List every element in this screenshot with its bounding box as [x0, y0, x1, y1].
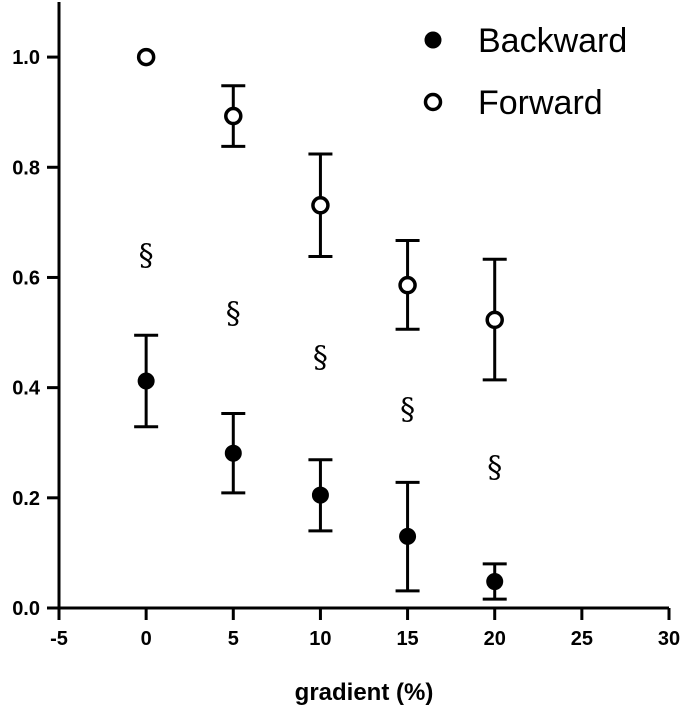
legend-label-forward: Forward	[478, 84, 603, 122]
significance-mark: §	[139, 238, 154, 273]
axes: -5 0 5 10 15 20 25 30 0.0 0.2 0.4 0.6 0.8 1.0	[12, 2, 680, 650]
legend-marker-forward	[423, 92, 443, 112]
data-point-forward	[398, 275, 417, 295]
significance-mark: §	[400, 393, 415, 428]
series-backward	[134, 333, 507, 601]
data-point-forward	[224, 106, 243, 126]
series-layer	[134, 47, 507, 601]
series-forward	[136, 47, 507, 382]
significance-mark: §	[226, 296, 241, 331]
x-tick-label: 30	[658, 628, 680, 650]
significance-mark: §	[313, 340, 328, 375]
y-tick-label: 0.2	[12, 488, 40, 510]
y-tick-label: 0.6	[12, 267, 40, 289]
x-tick-label: 25	[571, 628, 593, 650]
data-point-backward	[224, 444, 242, 462]
legend-marker-backward	[424, 31, 442, 49]
data-point-backward	[311, 486, 329, 504]
x-axis-title: gradient (%)	[295, 679, 434, 706]
data-point-backward	[486, 573, 504, 591]
data-point-backward	[137, 372, 155, 390]
significance-mark: §	[487, 451, 502, 486]
y-tick-label: 0.8	[12, 157, 40, 179]
legend: Backward Forward	[423, 22, 627, 122]
data-point-forward	[311, 196, 330, 215]
annotations: § § § § §	[139, 238, 503, 485]
y-tick-label: 0.4	[12, 378, 41, 400]
legend-label-backward: Backward	[478, 22, 627, 60]
data-point-forward	[136, 47, 156, 67]
x-tick-label: 20	[484, 628, 506, 650]
x-tick-label: 0	[141, 628, 152, 650]
x-tick-label: 10	[309, 628, 331, 650]
data-point-forward	[485, 310, 504, 330]
x-tick-label: 15	[396, 628, 418, 650]
x-tick-label: 5	[228, 628, 239, 650]
x-tick-label: -5	[50, 628, 68, 650]
y-tick-label: 0.0	[12, 598, 40, 620]
data-point-backward	[399, 527, 417, 545]
y-tick-label: 1.0	[12, 47, 40, 69]
